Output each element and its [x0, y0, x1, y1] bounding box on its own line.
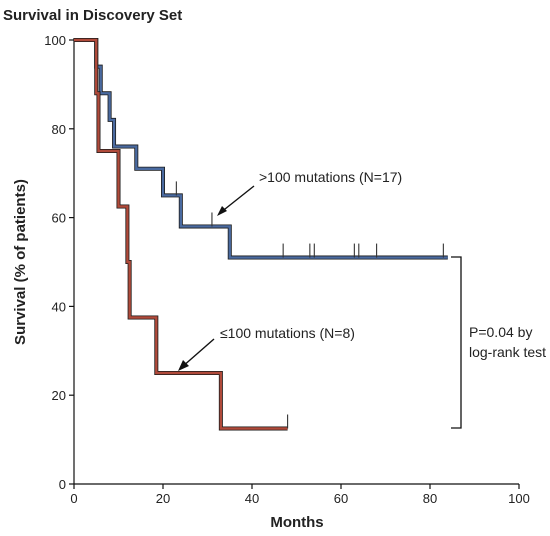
low-mutation-arrow [181, 338, 215, 368]
high-mutation-annotation: >100 mutations (N=17) [217, 169, 402, 216]
low-mutation-arrowhead [178, 360, 189, 371]
y-tick-label: 0 [59, 477, 66, 492]
pvalue-bracket: P=0.04 by log-rank test [451, 256, 546, 429]
y-tick-label: 80 [52, 122, 66, 137]
high-mutation-arrowhead [217, 206, 227, 216]
y-tick-label: 60 [52, 211, 66, 226]
series-layer [74, 38, 448, 431]
x-tick-label: 100 [508, 491, 530, 506]
low-mutation-annotation: ≤100 mutations (N=8) [178, 325, 355, 371]
bracket-line [451, 256, 462, 429]
x-tick-label: 40 [245, 491, 259, 506]
series-1-outline [74, 38, 288, 431]
y-axis-title: Survival (% of patients) [12, 179, 29, 345]
series-1-line [74, 38, 288, 430]
axes: 0 20 40 60 80 100 0 20 40 60 80 100 [44, 33, 530, 506]
high-mutation-label: >100 mutations (N=17) [259, 169, 402, 185]
x-tick-label: 0 [70, 491, 77, 506]
x-axis-title: Months [270, 514, 323, 531]
x-tick-label: 20 [156, 491, 170, 506]
high-mutation-arrow [219, 185, 255, 214]
y-tick-label: 20 [52, 388, 66, 403]
series-0-outline [74, 38, 448, 260]
low-mutation-label: ≤100 mutations (N=8) [220, 325, 355, 341]
series-0-line [74, 38, 448, 259]
y-tick-label: 100 [44, 33, 66, 48]
x-tick-label: 60 [334, 491, 348, 506]
pvalue-line-1: P=0.04 by [469, 324, 532, 340]
x-tick-label: 80 [423, 491, 437, 506]
y-tick-label: 40 [52, 299, 66, 314]
pvalue-line-2: log-rank test [469, 344, 546, 360]
chart-title: Survival in Discovery Set [3, 7, 182, 24]
